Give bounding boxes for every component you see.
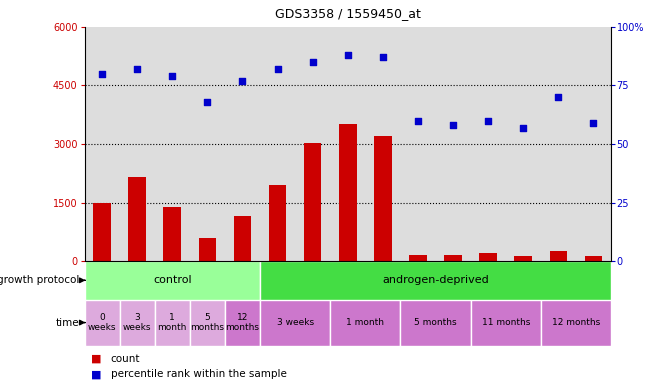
Point: [97, 71, 107, 77]
Point: [378, 54, 388, 60]
Point: [553, 94, 564, 100]
Bar: [120, 300, 155, 346]
Bar: [225, 300, 260, 346]
Bar: [541, 300, 611, 346]
Point: [518, 124, 528, 131]
Bar: [234, 216, 251, 261]
Point: [237, 78, 248, 84]
Point: [272, 66, 283, 72]
Bar: [374, 136, 391, 261]
Bar: [155, 27, 190, 261]
Text: 0
weeks: 0 weeks: [88, 313, 116, 332]
Bar: [199, 238, 216, 261]
Text: 5 months: 5 months: [414, 318, 457, 327]
Text: 3 weeks: 3 weeks: [276, 318, 314, 327]
Text: 3
weeks: 3 weeks: [123, 313, 151, 332]
Bar: [410, 255, 427, 261]
Bar: [84, 300, 120, 346]
Bar: [260, 261, 611, 300]
Bar: [330, 300, 400, 346]
Bar: [541, 27, 576, 261]
Bar: [480, 253, 497, 261]
Bar: [120, 27, 155, 261]
Text: 5
months: 5 months: [190, 313, 224, 332]
Point: [413, 118, 423, 124]
Point: [343, 52, 353, 58]
Text: growth protocol: growth protocol: [0, 275, 79, 285]
Bar: [164, 207, 181, 261]
Bar: [84, 27, 120, 261]
Bar: [129, 177, 146, 261]
Point: [588, 120, 599, 126]
Text: 12 months: 12 months: [552, 318, 600, 327]
Point: [132, 66, 142, 72]
Bar: [304, 143, 321, 261]
Bar: [506, 27, 541, 261]
Bar: [269, 185, 286, 261]
Point: [307, 59, 318, 65]
Bar: [471, 27, 506, 261]
Bar: [190, 27, 225, 261]
Text: time: time: [56, 318, 79, 328]
Bar: [295, 27, 330, 261]
Bar: [330, 27, 365, 261]
Bar: [471, 300, 541, 346]
Text: percentile rank within the sample: percentile rank within the sample: [111, 369, 287, 379]
Bar: [576, 27, 611, 261]
Bar: [400, 300, 471, 346]
Text: 1
month: 1 month: [157, 313, 187, 332]
Text: count: count: [111, 354, 140, 364]
Bar: [436, 27, 471, 261]
Text: GDS3358 / 1559450_at: GDS3358 / 1559450_at: [275, 7, 421, 20]
Bar: [339, 124, 357, 261]
Bar: [94, 204, 111, 261]
Bar: [515, 256, 532, 261]
Bar: [585, 256, 602, 261]
Bar: [225, 27, 260, 261]
Text: control: control: [153, 275, 192, 285]
Bar: [155, 300, 190, 346]
Text: ■: ■: [91, 369, 101, 379]
Bar: [445, 255, 461, 261]
Point: [167, 73, 177, 79]
Point: [483, 118, 493, 124]
Text: ■: ■: [91, 354, 101, 364]
Text: 11 months: 11 months: [482, 318, 530, 327]
Bar: [550, 252, 567, 261]
Text: 12
months: 12 months: [226, 313, 259, 332]
Point: [202, 99, 213, 105]
Text: androgen-deprived: androgen-deprived: [382, 275, 489, 285]
Bar: [190, 300, 225, 346]
Bar: [400, 27, 436, 261]
Bar: [84, 261, 260, 300]
Point: [448, 122, 458, 128]
Text: 1 month: 1 month: [346, 318, 384, 327]
Bar: [260, 27, 295, 261]
Bar: [260, 300, 330, 346]
Bar: [365, 27, 400, 261]
